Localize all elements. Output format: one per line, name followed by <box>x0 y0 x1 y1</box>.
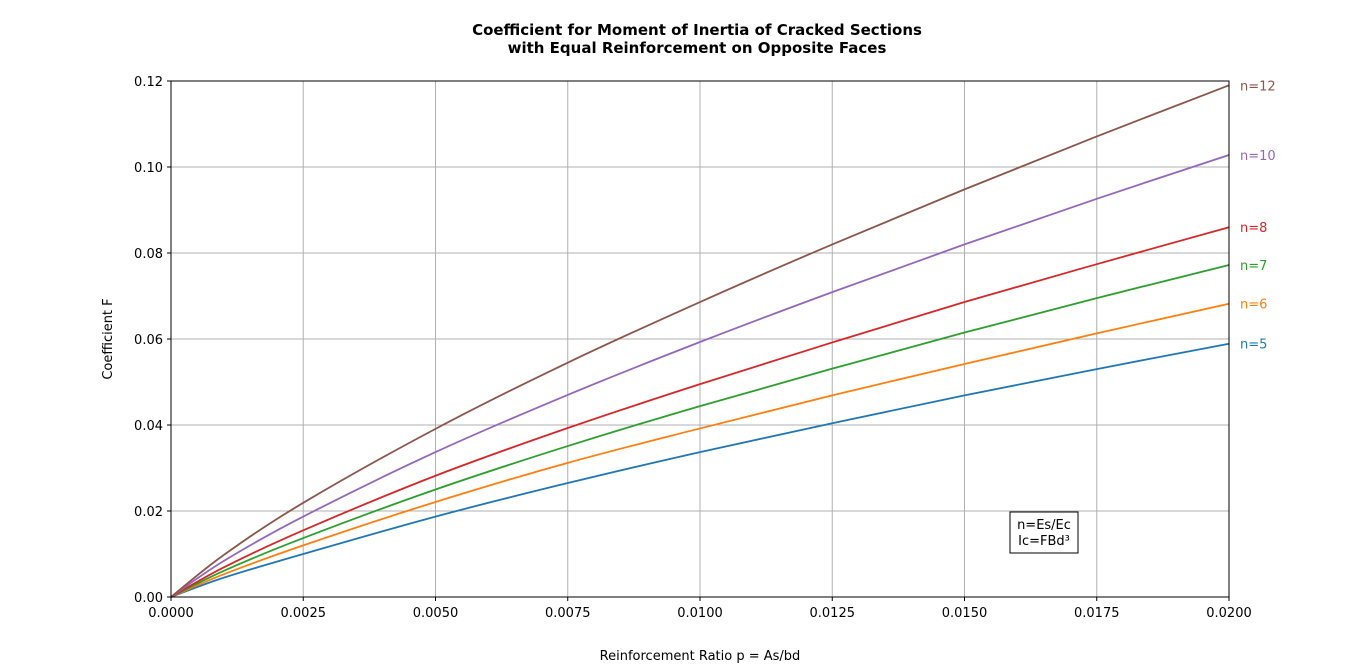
series-line-n8 <box>170 226 1230 598</box>
x-tick-label: 0.0075 <box>545 606 591 621</box>
series-line-n7 <box>170 264 1230 598</box>
x-tick-label: 0.0100 <box>677 606 723 621</box>
series-label-n8: n=8 <box>1240 221 1267 236</box>
chart-title-line-2: with Equal Reinforcement on Opposite Fac… <box>508 39 887 57</box>
series-label-n7: n=7 <box>1240 259 1267 274</box>
y-tick-label: 0.12 <box>134 75 163 90</box>
x-tick-label: 0.0000 <box>148 606 194 621</box>
series-labels: n=5 n=6 n=7 n=8 n=10 n=12 <box>1240 79 1276 352</box>
series-label-n5: n=5 <box>1240 338 1267 353</box>
annotation-line-2: Ic=FBd³ <box>1018 534 1070 549</box>
series-line-n10 <box>170 154 1230 598</box>
y-axis-ticks: 0.00 0.02 0.04 0.06 0.08 0.10 0.12 <box>134 75 171 606</box>
x-axis-ticks: 0.0000 0.0025 0.0050 0.0075 0.0100 0.0125 0.01… <box>148 597 1252 621</box>
x-axis-label: Reinforcement Ratio p = As/bd <box>600 649 801 664</box>
y-tick-label: 0.04 <box>134 419 163 434</box>
series-label-n10: n=10 <box>1240 149 1276 164</box>
y-tick-label: 0.06 <box>134 333 163 348</box>
y-tick-label: 0.10 <box>134 161 163 176</box>
annotation-box: n=Es/Ec Ic=FBd³ <box>1009 511 1079 554</box>
series-lines <box>170 84 1230 598</box>
x-tick-label: 0.0175 <box>1074 606 1120 621</box>
series-line-n5 <box>170 342 1230 598</box>
y-axis-label: Coefficient F <box>101 298 116 379</box>
x-tick-label: 0.0025 <box>281 606 327 621</box>
series-line-n12 <box>170 84 1230 598</box>
series-label-n6: n=6 <box>1240 298 1267 313</box>
x-tick-label: 0.0125 <box>810 606 856 621</box>
x-tick-label: 0.0050 <box>413 606 459 621</box>
annotation-frame <box>1009 511 1079 554</box>
x-tick-label: 0.0150 <box>942 606 988 621</box>
y-tick-label: 0.00 <box>134 591 163 606</box>
series-line-n6 <box>170 302 1230 598</box>
y-tick-label: 0.02 <box>134 505 163 520</box>
x-tick-label: 0.0200 <box>1206 606 1252 621</box>
annotation-line-1: n=Es/Ec <box>1017 518 1071 533</box>
chart-title-line-1: Coefficient for Moment of Inertia of Cra… <box>472 21 922 39</box>
y-tick-label: 0.08 <box>134 247 163 262</box>
series-label-n12: n=12 <box>1240 79 1276 94</box>
